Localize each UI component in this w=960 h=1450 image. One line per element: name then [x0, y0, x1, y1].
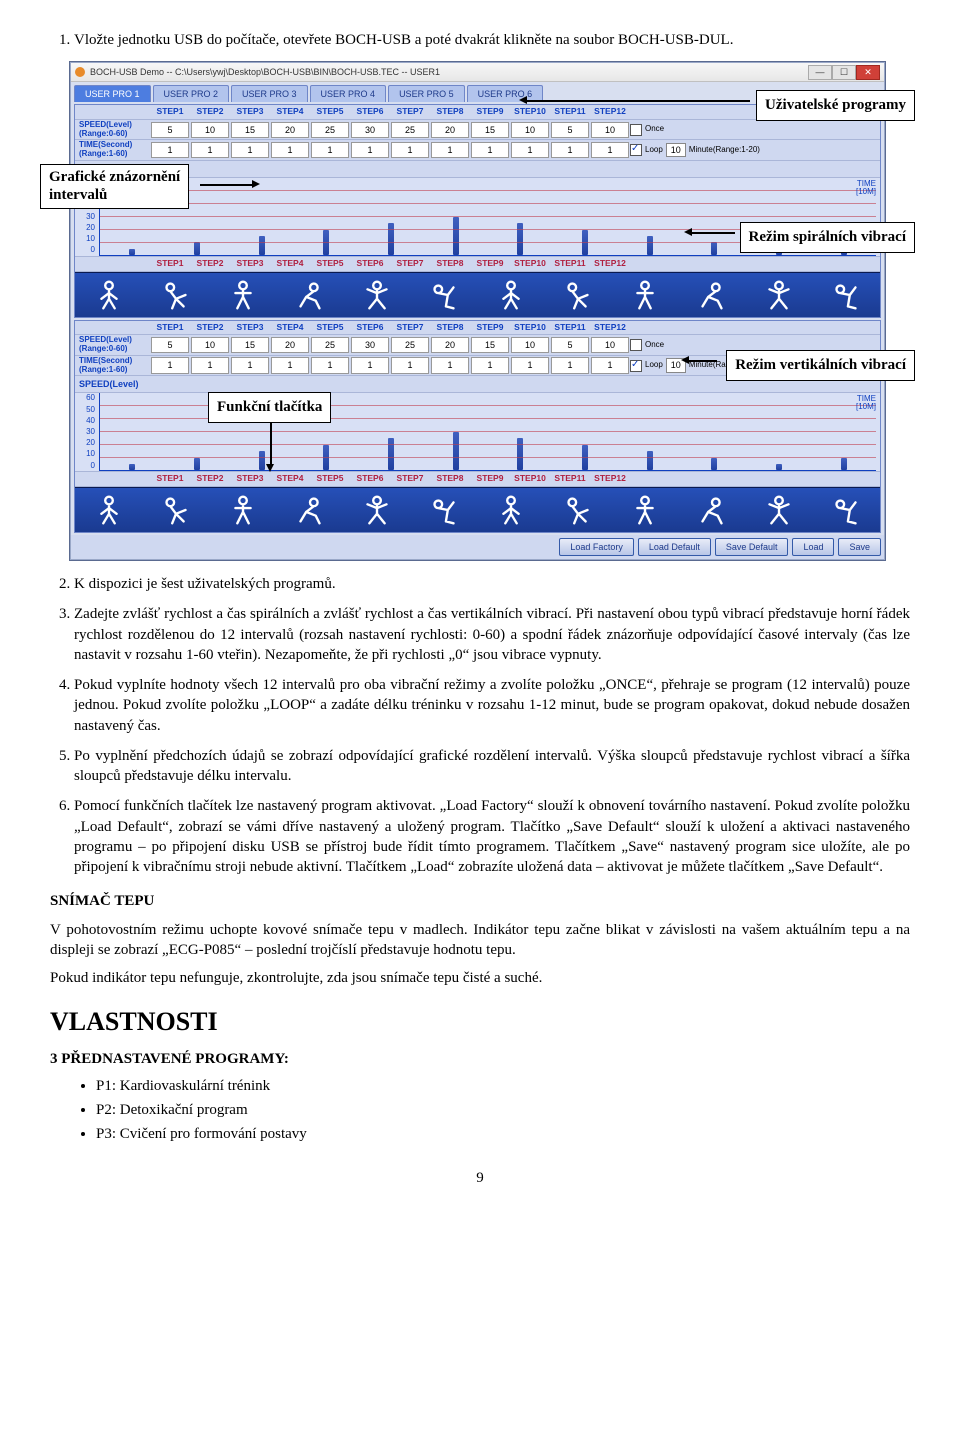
button-row: Load Factory Load Default Save Default L… — [71, 535, 884, 559]
exercise-icon — [558, 491, 598, 529]
preset-programs: P1: Kardiovaskulární trénink P2: Detoxik… — [96, 1076, 910, 1145]
tab-user2[interactable]: USER PRO 2 — [153, 85, 230, 102]
app-screenshot: Grafické znázornění intervalů Uživatelsk… — [70, 62, 885, 560]
callout-spiralni: Režim spirálních vibrací — [740, 222, 916, 252]
numbered-list-cont: K dispozici je šest uživatelských progra… — [50, 574, 910, 877]
maximize-button[interactable]: ☐ — [832, 65, 856, 80]
speed-axis-label: SPEED(Level) — [75, 161, 880, 178]
save-default-button[interactable]: Save Default — [715, 538, 789, 556]
load-factory-button[interactable]: Load Factory — [559, 538, 634, 556]
close-button[interactable]: ✕ — [856, 65, 880, 80]
list-item: Pokud vyplníte hodnoty všech 12 interval… — [74, 675, 910, 736]
exercise-icon — [625, 491, 665, 529]
window-title: BOCH-USB Demo -- C:\Users\ywj\Desktop\BO… — [90, 66, 440, 78]
exercise-icon — [424, 276, 464, 314]
callout-vertikalni: Režim vertikálních vibrací — [726, 350, 915, 380]
list-item: Vložte jednotku USB do počítače, otevřet… — [74, 30, 910, 50]
exercise-icon — [826, 491, 866, 529]
exercise-icon — [692, 276, 732, 314]
app-window: BOCH-USB Demo -- C:\Users\ywj\Desktop\BO… — [70, 62, 885, 560]
exercise-icon — [156, 276, 196, 314]
minimize-button[interactable]: — — [808, 65, 832, 80]
exercise-icon — [223, 276, 263, 314]
exercise-icon — [290, 276, 330, 314]
exercise-icon — [89, 491, 129, 529]
tab-user3[interactable]: USER PRO 3 — [231, 85, 308, 102]
program-p2: P2: Detoxikační program — [96, 1100, 910, 1120]
exercise-strip — [75, 272, 880, 317]
callout-uzivatelske: Uživatelské programy — [756, 90, 915, 120]
titlebar: BOCH-USB Demo -- C:\Users\ywj\Desktop\BO… — [71, 63, 884, 82]
tab-user5[interactable]: USER PRO 5 — [388, 85, 465, 102]
program-p1: P1: Kardiovaskulární trénink — [96, 1076, 910, 1096]
vertical-graph: 6050403020100 TIME [10M] — [75, 393, 880, 472]
exercise-icon — [625, 276, 665, 314]
save-button[interactable]: Save — [838, 538, 881, 556]
list-item: K dispozici je šest uživatelských progra… — [74, 574, 910, 594]
numbered-list: Vložte jednotku USB do počítače, otevřet… — [50, 30, 910, 50]
exercise-icon — [156, 491, 196, 529]
exercise-icon — [357, 276, 397, 314]
exercise-icon — [759, 276, 799, 314]
list-item: Po vyplnění předchozích údajů se zobrazí… — [74, 746, 910, 787]
snimac-title: SNÍMAČ TEPU — [50, 891, 910, 911]
snimac-p2: Pokud indikátor tepu nefunguje, zkontrol… — [50, 968, 910, 988]
snimac-p1: V pohotovostním režimu uchopte kovové sn… — [50, 920, 910, 961]
exercise-icon — [826, 276, 866, 314]
callout-funkcni: Funkční tlačítka — [208, 392, 331, 422]
vlastnosti-subtitle: 3 PŘEDNASTAVENÉ PROGRAMY: — [50, 1049, 910, 1069]
app-icon — [75, 67, 85, 77]
page-number: 9 — [50, 1168, 910, 1188]
list-item: Pomocí funkčních tlačítek lze nastavený … — [74, 796, 910, 877]
program-p3: P3: Cvičení pro formování postavy — [96, 1124, 910, 1144]
exercise-icon — [290, 491, 330, 529]
exercise-icon — [223, 491, 263, 529]
load-default-button[interactable]: Load Default — [638, 538, 711, 556]
list-item: Zadejte zvlášť rychlost a čas spirálních… — [74, 604, 910, 665]
tab-user1[interactable]: USER PRO 1 — [74, 85, 151, 102]
exercise-icon — [491, 491, 531, 529]
exercise-icon — [491, 276, 531, 314]
exercise-icon — [692, 491, 732, 529]
exercise-icon — [424, 491, 464, 529]
load-button[interactable]: Load — [792, 538, 834, 556]
spiral-section: STEP1STEP2STEP3STEP4STEP5STEP6STEP7STEP8… — [74, 104, 881, 317]
callout-graficke: Grafické znázornění intervalů — [40, 164, 189, 209]
exercise-strip — [75, 487, 880, 532]
exercise-icon — [759, 491, 799, 529]
exercise-icon — [357, 491, 397, 529]
vlastnosti-title: VLASTNOSTI — [50, 1004, 910, 1039]
tab-user4[interactable]: USER PRO 4 — [310, 85, 387, 102]
exercise-icon — [558, 276, 598, 314]
exercise-icon — [89, 276, 129, 314]
